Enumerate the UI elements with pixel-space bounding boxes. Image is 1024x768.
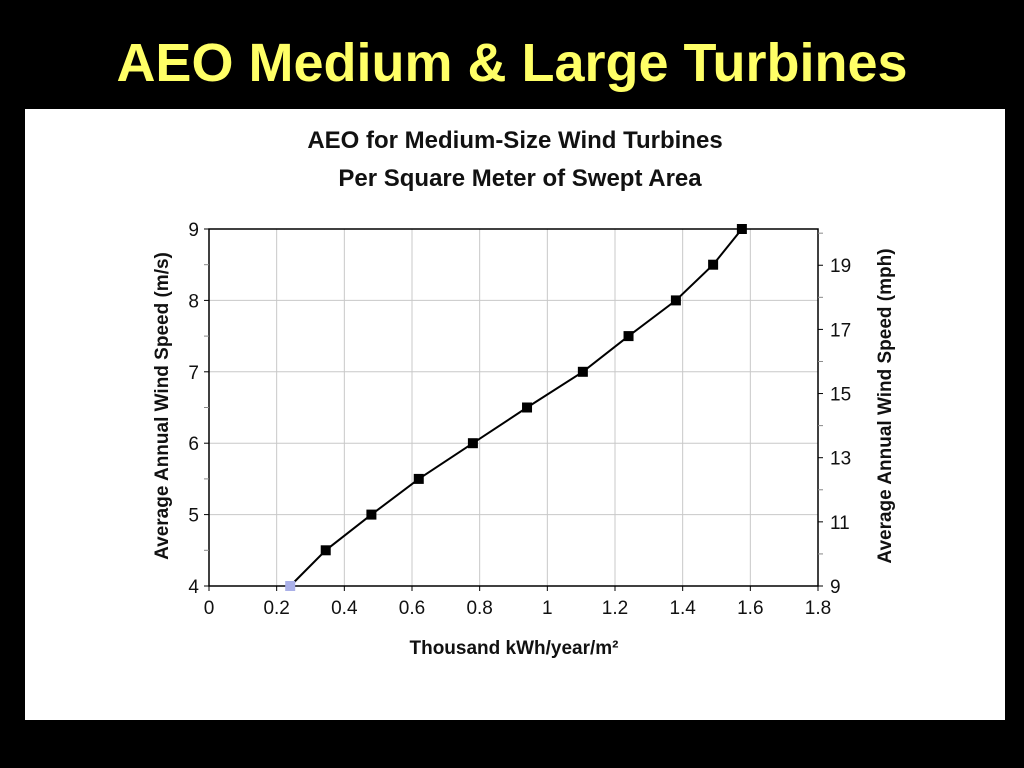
y-axis-label-left: Average Annual Wind Speed (m/s) <box>152 252 173 560</box>
data-point <box>708 259 719 270</box>
x-axis-label: Thousand kWh/year/m² <box>409 638 618 659</box>
series-line <box>289 228 743 587</box>
data-point <box>467 438 478 449</box>
x-tick-label: 0.8 <box>466 598 492 619</box>
x-tick-label: 1.2 <box>602 598 628 619</box>
chart-title: AEO for Medium-Size Wind Turbines <box>307 127 722 154</box>
chart-svg: 0 0.2 0.4 0.6 0.8 1 1.2 1.4 1.6 1.8 4 5 6 7 8 9 9 11 13 15 1… <box>152 127 896 659</box>
axis-ticks: 0 0.2 0.4 0.6 0.8 1 1.2 1.4 1.6 1.8 4 5 6 7 8 9 9 11 13 15 1… <box>188 220 851 619</box>
y-tick-label: 9 <box>188 220 199 241</box>
y-tick-label: 5 <box>188 506 199 527</box>
y-tick-label: 8 <box>188 291 199 312</box>
y-tick-label: 4 <box>188 577 199 598</box>
x-tick-label: 0.2 <box>263 598 289 619</box>
chart-panel: 0 0.2 0.4 0.6 0.8 1 1.2 1.4 1.6 1.8 4 5 6 7 8 9 9 11 13 15 1… <box>25 109 1005 720</box>
y-right-tick-label: 19 <box>830 256 851 277</box>
chart-subtitle: Per Square Meter of Swept Area <box>338 165 702 192</box>
y-axis-label-right: Average Annual Wind Speed (mph) <box>875 248 896 563</box>
y-right-tick-label: 15 <box>830 385 851 406</box>
y-right-tick-label: 13 <box>830 449 851 470</box>
series <box>285 224 747 591</box>
slide-title: AEO Medium & Large Turbines <box>116 33 908 93</box>
x-tick-label: 1.8 <box>805 598 831 619</box>
y-tick-label: 6 <box>188 434 199 455</box>
data-point <box>670 295 681 306</box>
plot-frame <box>208 228 819 587</box>
data-point <box>623 331 634 342</box>
x-tick-label: 0.4 <box>331 598 358 619</box>
data-point <box>366 509 377 520</box>
data-point <box>320 545 331 556</box>
x-tick-label: 0 <box>204 598 215 619</box>
y-right-tick-label: 9 <box>830 577 841 598</box>
y-right-tick-label: 17 <box>830 320 851 341</box>
data-point <box>413 473 424 484</box>
x-tick-label: 0.6 <box>399 598 425 619</box>
data-point <box>736 224 747 234</box>
data-point <box>285 581 296 591</box>
data-point <box>577 366 588 377</box>
y-tick-label: 7 <box>188 363 199 384</box>
y-right-tick-label: 11 <box>830 513 850 534</box>
x-tick-label: 1.4 <box>669 598 696 619</box>
data-point <box>522 402 533 413</box>
x-tick-label: 1 <box>542 598 553 619</box>
grid <box>209 229 818 586</box>
x-tick-label: 1.6 <box>737 598 763 619</box>
